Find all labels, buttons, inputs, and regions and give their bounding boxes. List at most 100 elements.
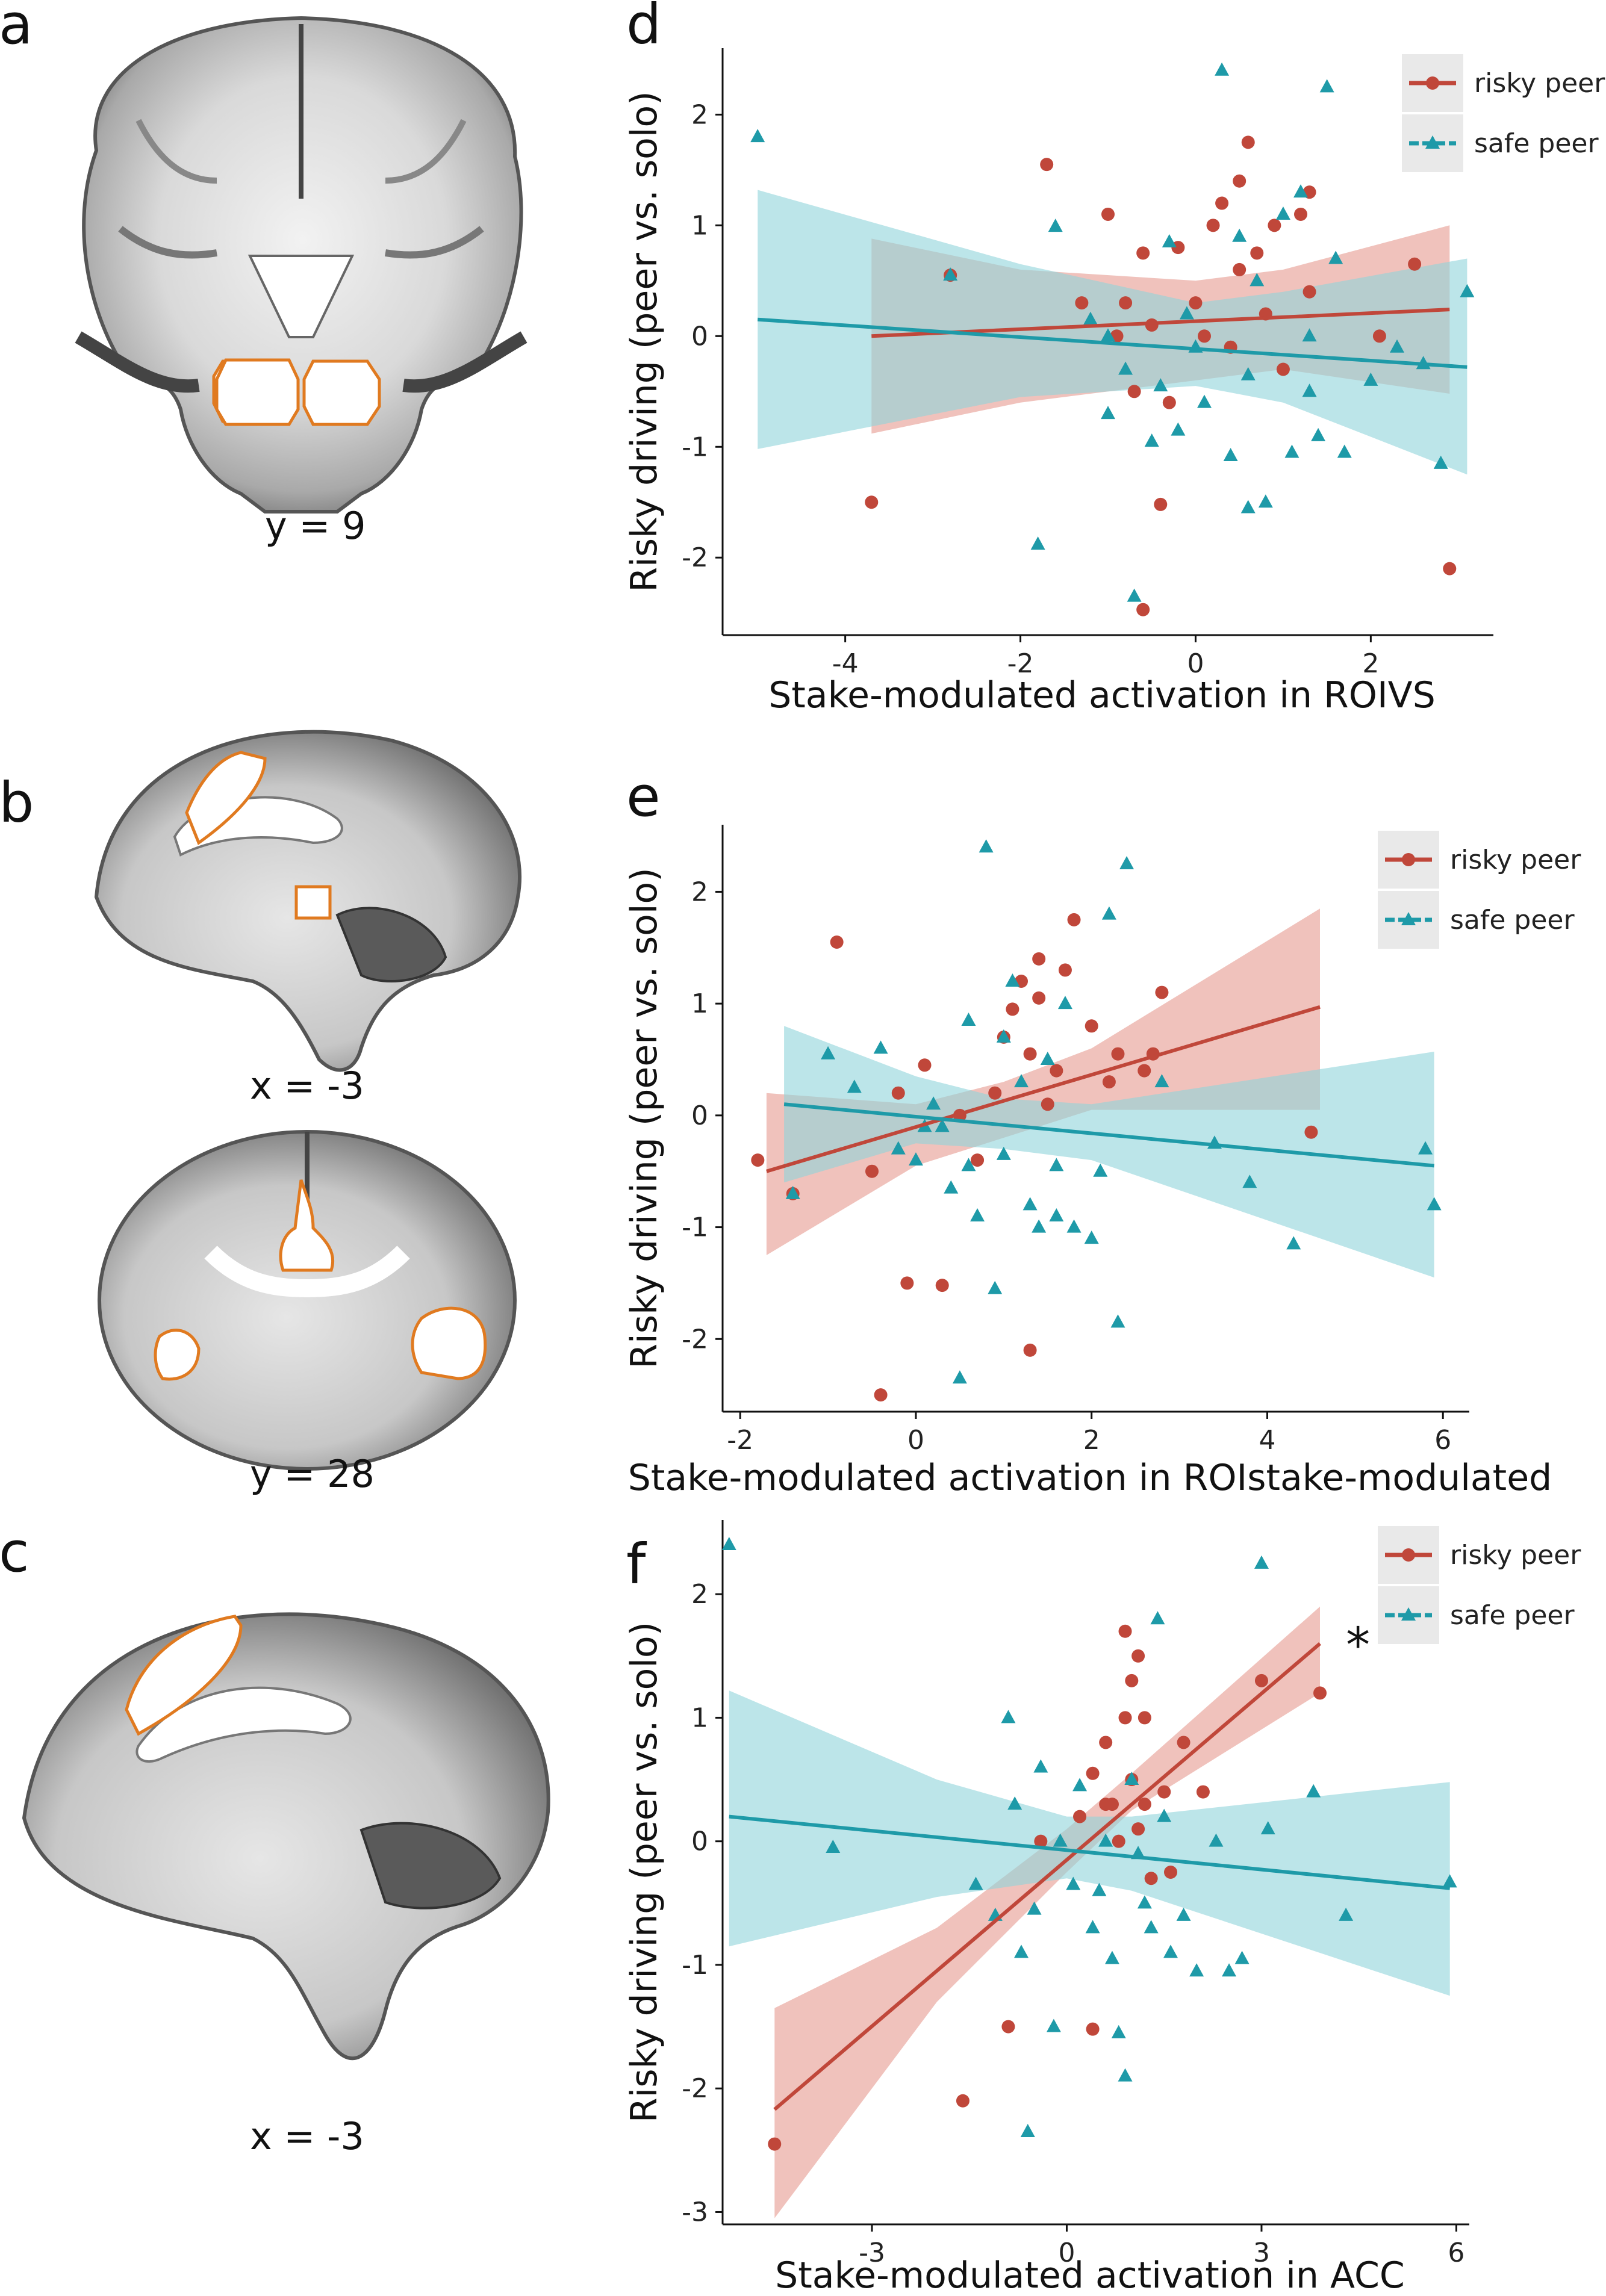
data-point-risky [1250, 246, 1264, 260]
data-point-risky [1101, 207, 1115, 221]
x-tick-label: 2 [1083, 1425, 1100, 1456]
data-point-risky [1086, 2022, 1100, 2036]
data-point-safe [1014, 1944, 1029, 1958]
data-point-safe [785, 1185, 800, 1199]
data-point-safe [961, 1013, 976, 1026]
chart-d: d -4 -2 0 2 -2 -1 0 1 2 Risky driving (peer vs. so… [623, 0, 1605, 716]
x-axis-label: Stake-modulated activation in ACC [775, 2254, 1405, 2296]
data-point-risky [971, 1153, 985, 1167]
data-point-risky [1075, 296, 1089, 310]
y-tick-label: 2 [691, 877, 708, 907]
data-point-safe [1242, 1174, 1257, 1188]
data-point-risky [1198, 329, 1211, 343]
data-point-safe [1137, 1895, 1152, 1909]
data-point-safe [1093, 1163, 1108, 1177]
x-tick-label: -3 [859, 2238, 885, 2268]
data-point-safe [1234, 1950, 1250, 1964]
data-point-safe [1258, 494, 1273, 508]
legend-label-safe: safe peer [1474, 128, 1599, 159]
confidence-band-risky [766, 908, 1320, 1255]
data-point-safe [1092, 1882, 1107, 1896]
y-axis-label: Risky driving (peer vs. solo) [623, 91, 665, 592]
data-point-risky [1119, 296, 1133, 310]
fit-line-risky [871, 308, 1450, 338]
y-tick-label: -1 [682, 1212, 708, 1243]
data-point-safe [996, 1029, 1011, 1043]
data-point-safe [1083, 311, 1098, 325]
data-point-risky [1099, 1736, 1113, 1749]
x-tick-label: 2 [1362, 648, 1379, 679]
data-point-safe [1022, 1197, 1038, 1211]
data-point-risky [900, 1276, 914, 1290]
data-point-risky [1131, 1822, 1145, 1836]
panel-letter-a: a [0, 0, 33, 57]
data-point-safe [1154, 1074, 1169, 1088]
brain-images: a y = 9 b x = -3 [0, 0, 550, 2158]
data-point-risky [1125, 1674, 1139, 1687]
data-point-risky [1157, 1785, 1171, 1799]
data-point-safe [1232, 228, 1247, 242]
x-tick-label: 6 [1448, 2238, 1464, 2268]
data-point-safe [1209, 1833, 1224, 1847]
data-point-safe [1302, 383, 1317, 397]
coord-label-b-top: x = -3 [250, 1064, 364, 1108]
data-point-safe [1442, 1874, 1457, 1888]
data-point-safe [1328, 250, 1343, 264]
data-point-risky [1001, 2020, 1015, 2034]
x-tick-label: -4 [832, 648, 859, 679]
data-point-safe [1005, 973, 1020, 987]
data-point-safe [926, 1096, 941, 1110]
data-point-risky [935, 1279, 949, 1292]
y-axis-label: Risky driving (peer vs. solo) [623, 867, 665, 1368]
y-tick-label: 2 [691, 99, 708, 130]
data-point-safe [1240, 367, 1256, 380]
data-point-risky [1034, 1834, 1048, 1848]
data-point-safe [1027, 1901, 1042, 1915]
data-point-risky [1408, 257, 1422, 271]
data-point-risky [1099, 1798, 1113, 1811]
data-point-safe [1014, 1074, 1029, 1088]
data-point-risky [1118, 1624, 1132, 1638]
data-point-safe [1020, 2124, 1035, 2138]
data-point-risky [891, 1086, 905, 1100]
data-point-safe [970, 1208, 985, 1221]
data-point-risky [1112, 1834, 1125, 1848]
y-tick-label: -3 [682, 2197, 708, 2227]
data-point-risky [1177, 1736, 1190, 1749]
data-point-safe [1189, 1963, 1204, 1977]
data-point-safe [1085, 1920, 1100, 1934]
data-point-risky [1372, 329, 1386, 343]
data-point-risky [1144, 1872, 1158, 1885]
data-point-risky [1313, 1686, 1327, 1700]
data-point-safe [1144, 1920, 1159, 1934]
x-tick-label: 6 [1434, 1425, 1451, 1456]
data-point-risky [1155, 985, 1169, 999]
data-point-safe [1433, 455, 1448, 469]
fit-line-safe [729, 1814, 1450, 1890]
data-point-safe [1032, 1219, 1047, 1233]
data-point-safe [1111, 2025, 1126, 2038]
data-point-risky [1206, 219, 1220, 232]
fit-line-risky [766, 1005, 1321, 1173]
data-point-risky [1040, 158, 1054, 172]
panel-b: b x = -3 y = 28 [0, 730, 522, 1496]
coronal-brain-b [98, 1130, 517, 1471]
data-point-risky [865, 1164, 879, 1178]
panel-letter-c: c [0, 1520, 30, 1584]
data-point-risky [1032, 991, 1046, 1005]
legend-key-risky-marker [1402, 853, 1415, 866]
data-point-safe [1311, 427, 1326, 441]
y-tick-label: -1 [682, 432, 708, 462]
data-point-safe [1104, 1950, 1119, 1964]
data-point-risky [1067, 913, 1081, 926]
data-point-safe [873, 1040, 888, 1054]
data-point-risky [1215, 196, 1229, 210]
data-point-safe [1072, 1778, 1088, 1792]
data-point-safe [1101, 406, 1115, 420]
data-point-safe [891, 1141, 906, 1155]
legend-label-risky: risky peer [1474, 68, 1605, 99]
data-point-safe [1057, 996, 1072, 1010]
data-point-safe [1284, 444, 1299, 458]
legend-key-safe-marker [1425, 135, 1440, 149]
confidence-band-safe [729, 1690, 1450, 1996]
